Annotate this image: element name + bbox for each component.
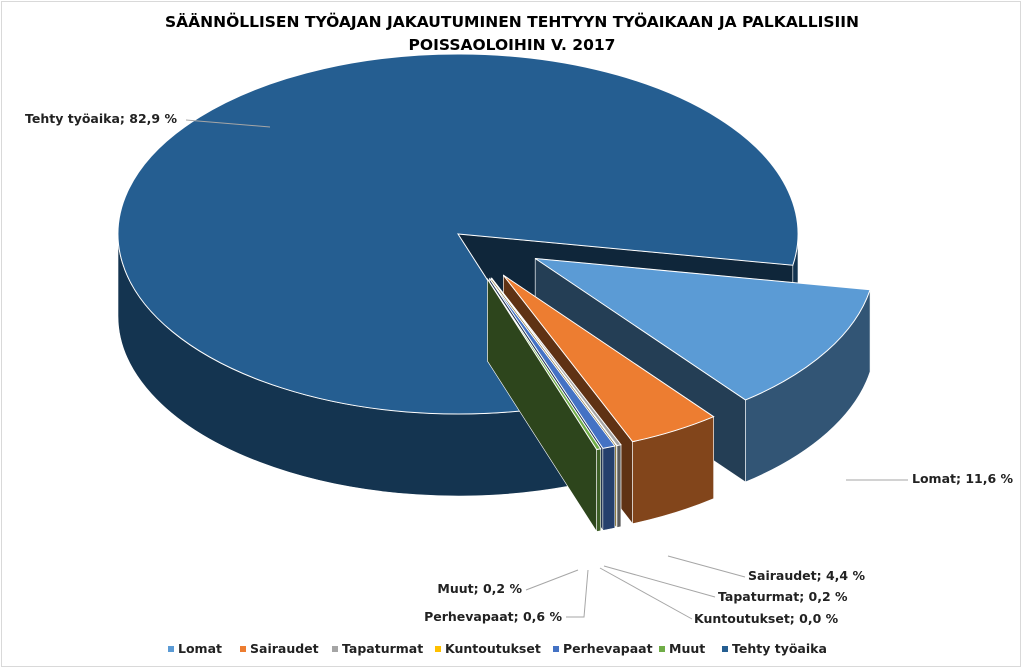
slice-perhevapaat-top — [489, 278, 616, 449]
legend-item-sairaudet: Sairaudet — [240, 641, 319, 656]
slice-kuntoutukset-top — [490, 278, 617, 446]
legend-item-kuntoutukset: Kuntoutukset — [435, 641, 541, 656]
leader-line-sairaudet — [667, 555, 746, 578]
slice-muut — [487, 278, 602, 533]
data-label-muut: Muut; 0,2 % — [437, 581, 522, 596]
legend-swatch-perhevapaat — [553, 646, 559, 652]
data-labels: Lomat; 11,6 % Sairaudet; 4,4 % Tapaturmat;… — [25, 111, 1014, 626]
slice-muut-side — [596, 448, 602, 532]
legend: Lomat Sairaudet Tapaturmat Kuntoutukset Perh… — [168, 641, 827, 656]
data-label-kuntoutukset: Kuntoutukset; 0,0 % — [694, 611, 839, 626]
slice-tehty-tyoaika-top — [117, 53, 799, 415]
legend-label-kuntoutukset: Kuntoutukset — [445, 641, 541, 656]
legend-item-muut: Muut — [659, 641, 705, 656]
legend-swatch-lomat — [168, 646, 174, 652]
legend-label-lomat: Lomat — [178, 641, 222, 656]
legend-label-sairaudet: Sairaudet — [250, 641, 319, 656]
legend-item-tehty-tyoaika: Tehty työaika — [722, 641, 827, 656]
leader-line-kuntoutukset — [599, 567, 693, 620]
legend-item-lomat: Lomat — [168, 641, 222, 656]
pie-slices — [117, 53, 871, 533]
slice-sairaudet-top — [502, 274, 715, 443]
leader-line-muut — [525, 569, 579, 591]
legend-swatch-sairaudet — [240, 646, 246, 652]
data-label-perhevapaat: Perhevapaat; 0,6 % — [424, 609, 562, 624]
leader-line-perhevapaat — [566, 569, 589, 618]
leader-line-tehty-tyoaika — [185, 119, 271, 128]
data-label-tapaturmat: Tapaturmat; 0,2 % — [718, 589, 848, 604]
legend-swatch-tapaturmat — [332, 646, 338, 652]
chart-title-line-2: POISSAOLOIHIN V. 2017 — [409, 36, 616, 54]
slice-lomat-top — [534, 257, 871, 401]
leader-line-tapaturmat — [603, 565, 716, 598]
legend-item-tapaturmat: Tapaturmat — [332, 641, 423, 656]
slice-muut-top — [487, 278, 602, 451]
data-label-tehty-tyoaika: Tehty työaika; 82,9 % — [25, 111, 177, 126]
legend-label-tapaturmat: Tapaturmat — [342, 641, 423, 656]
data-label-lomat: Lomat; 11,6 % — [912, 471, 1014, 486]
slice-tapaturmat-side — [616, 444, 622, 528]
legend-label-perhevapaat: Perhevapaat — [563, 641, 653, 656]
legend-item-perhevapaat: Perhevapaat — [553, 641, 653, 656]
legend-label-muut: Muut — [669, 641, 705, 656]
data-label-sairaudet: Sairaudet; 4,4 % — [748, 568, 865, 583]
chart-title-line-1: SÄÄNNÖLLISEN TYÖAJAN JAKAUTUMINEN TEHTYY… — [165, 12, 859, 31]
slice-perhevapaat-side — [602, 445, 616, 531]
slice-tapaturmat-top — [491, 277, 622, 447]
legend-label-tehty-tyoaika: Tehty työaika — [732, 641, 827, 656]
legend-swatch-kuntoutukset — [435, 646, 441, 652]
legend-swatch-tehty-tyoaika — [722, 646, 728, 652]
legend-swatch-muut — [659, 646, 665, 652]
